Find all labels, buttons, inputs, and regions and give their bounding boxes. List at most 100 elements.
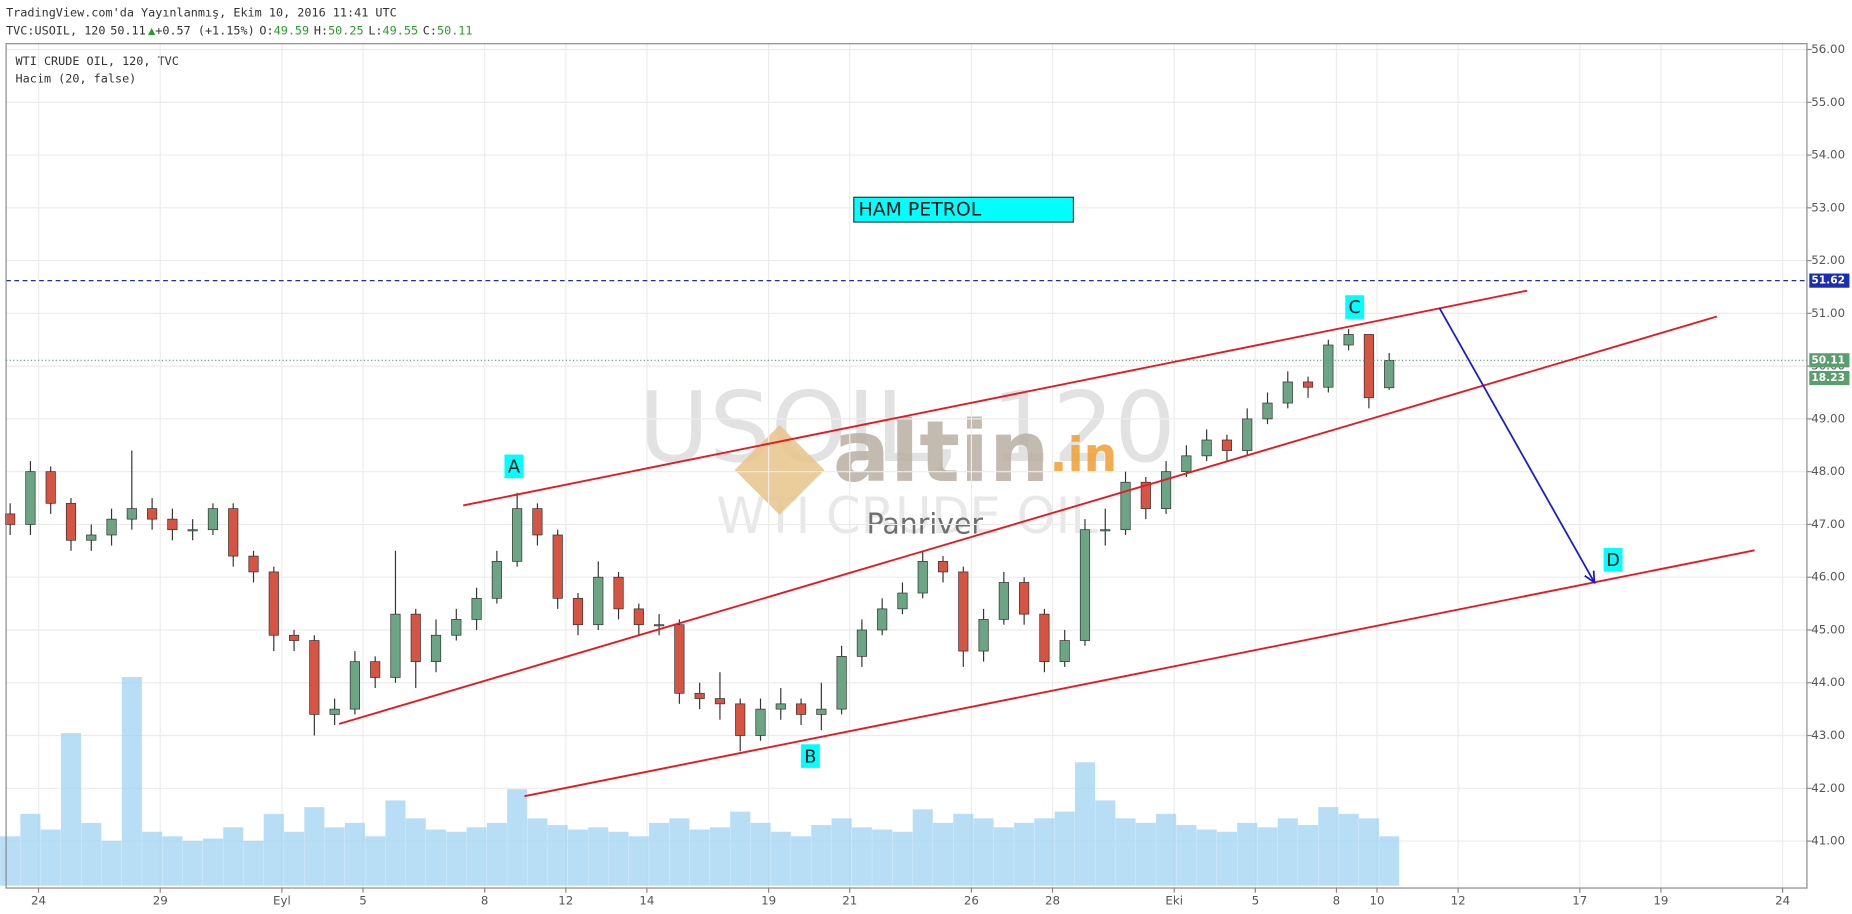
ohlc-label: H: — [314, 23, 328, 37]
point-label-box — [1603, 547, 1623, 572]
candle-body — [512, 508, 523, 562]
y-tick-label: 44.00 — [1811, 675, 1845, 689]
volume-bar — [709, 827, 730, 886]
logo-suffix: .in — [1050, 428, 1118, 483]
volume-bar — [1196, 829, 1217, 886]
volume-bar — [912, 809, 933, 886]
y-tick-label: 49.00 — [1811, 411, 1845, 425]
volume-bar — [202, 838, 223, 886]
candle-body — [1343, 334, 1354, 346]
volume-bar — [101, 840, 122, 886]
y-tick-label: 43.00 — [1811, 728, 1845, 742]
volume-bar — [608, 831, 629, 886]
change: +0.57 (+1.15%) — [155, 23, 254, 37]
y-tick-label: 52.00 — [1811, 253, 1845, 267]
candle-body — [1039, 613, 1050, 662]
title-box — [853, 196, 1075, 223]
candle-body — [329, 708, 340, 715]
candle-body — [1363, 334, 1374, 399]
candle-body — [978, 619, 989, 652]
candle-body — [187, 529, 198, 532]
x-tick-label: 5 — [1252, 894, 1260, 908]
volume-tag — [1809, 370, 1850, 386]
x-tick-label: 19 — [1653, 894, 1668, 908]
point-label: B — [804, 747, 816, 767]
watermark-symbol: USOIL, 120 — [638, 371, 1175, 484]
y-tick-label: 54.00 — [1811, 148, 1845, 162]
volume-bar — [851, 827, 872, 886]
volume-bar — [162, 836, 183, 886]
candle-body — [775, 703, 786, 710]
volume-bar — [1156, 813, 1177, 886]
volume-bar — [993, 827, 1014, 886]
ohlc-label: O: — [259, 23, 273, 37]
x-tick-label: 29 — [153, 894, 168, 908]
volume-bar — [486, 822, 507, 886]
volume-bar — [1318, 807, 1339, 886]
symbol: TVC:USOIL, 120 — [6, 23, 105, 37]
candle-body — [917, 561, 928, 594]
y-tick-label: 45.00 — [1811, 622, 1845, 636]
x-tick-label: 8 — [481, 894, 489, 908]
candle-body — [65, 502, 77, 541]
y-tick-label: 56.00 — [1811, 42, 1845, 56]
price: 50.11 — [110, 23, 146, 37]
volume-bar — [1338, 813, 1359, 886]
volume-bar — [811, 825, 832, 886]
candle-body — [532, 508, 543, 536]
candle-body — [1100, 529, 1111, 532]
candle-body — [998, 582, 1009, 620]
candle-body — [248, 555, 259, 573]
candle-body — [613, 576, 624, 610]
volume-bar — [20, 813, 41, 886]
candle-body — [410, 613, 421, 662]
point-label-box — [800, 744, 820, 768]
volume-bar — [932, 822, 954, 886]
volume-bar — [831, 818, 852, 886]
volume-bar — [730, 811, 751, 886]
candle-body — [167, 518, 178, 531]
candle-body — [1120, 481, 1131, 531]
volume-bar — [142, 831, 163, 886]
candle-body — [309, 640, 320, 715]
price-tag — [1809, 273, 1850, 288]
candle-body — [1302, 381, 1314, 388]
volume-bar — [1237, 822, 1258, 886]
volume-bar — [466, 827, 487, 886]
point-label-box — [1345, 295, 1365, 319]
x-tick-label: 24 — [1775, 894, 1790, 908]
volume-bar — [628, 836, 649, 886]
volume-bar — [547, 825, 568, 886]
axes: 41.00 42.00 43.00 44.00 45.00 46.00 47.00 48.00… — [31, 42, 1850, 908]
volume-bar — [1298, 825, 1319, 886]
candle-body — [106, 518, 117, 536]
candle-body — [1059, 640, 1070, 662]
candle-body — [288, 634, 300, 641]
title-box-text: HAM PETROL — [859, 199, 982, 221]
candle-body — [795, 703, 807, 715]
logo-icon — [734, 425, 825, 515]
volume-bar — [324, 827, 345, 886]
price-tag-label: 50.11 — [1811, 353, 1845, 366]
y-tick-label: 55.00 — [1811, 95, 1845, 109]
candle-body — [552, 534, 563, 599]
volume-bar — [1379, 836, 1400, 886]
candle-body — [877, 608, 888, 631]
volume-bar — [344, 822, 365, 886]
annotations: A B C D HAM PETROL — [6, 196, 1807, 798]
point-label: D — [1606, 551, 1620, 571]
candle-body — [25, 471, 36, 525]
ohlc-value: 50.25 — [328, 23, 364, 37]
volume-bar — [1054, 811, 1075, 886]
candle-body — [654, 624, 665, 627]
candle-body — [937, 561, 949, 573]
candle-body — [1019, 582, 1030, 615]
candle-body — [45, 471, 56, 504]
candle-body — [1181, 455, 1192, 473]
candle-body — [674, 624, 685, 694]
ohlc-value: 49.55 — [383, 23, 419, 37]
volume-pane — [0, 676, 1400, 886]
